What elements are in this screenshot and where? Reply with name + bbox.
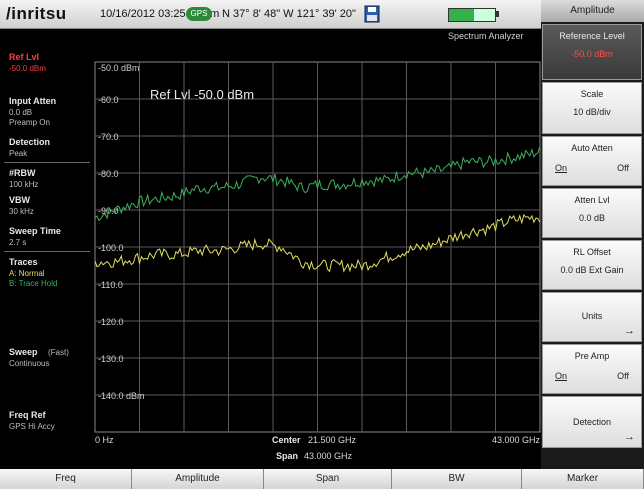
traces-label: Traces [9,257,38,267]
divider [4,162,90,163]
center-value: 21.500 GHz [308,435,357,445]
divider [4,251,90,252]
y-tick-label: -110.0 [98,280,123,290]
detection-value: Peak [9,149,28,158]
arrow-right-icon: → [624,431,635,443]
battery-icon [448,8,496,22]
sweep-label: Sweep [9,347,38,357]
arrow-right-icon: → [624,325,635,337]
bottom-menu: Freq Amplitude Span BW Marker [0,469,644,489]
key-label: Atten Lvl [574,195,610,205]
tab-span[interactable]: Span [264,469,392,489]
key-label: Pre Amp [574,351,610,361]
off-option: Off [617,163,629,173]
reference-level-key[interactable]: Reference Level -50.0 dBm [542,24,642,80]
span-label: Span [276,451,298,461]
y-tick-label: -70.0 [98,132,119,142]
sweep-mode: (Fast) [48,348,69,357]
key-value: -50.0 dBm [571,49,613,59]
center-label: Center [272,435,301,445]
key-label: Auto Atten [571,143,613,153]
tab-freq[interactable]: Freq [0,469,132,489]
brand-logo: /inritsu [6,4,67,23]
preamp-value: Preamp On [9,118,50,127]
detection-key[interactable]: Detection → [542,396,642,448]
key-value: 0.0 dB Ext Gain [560,265,624,275]
key-label: Reference Level [559,31,625,41]
key-label: Scale [580,89,604,99]
menu-title: Amplitude [541,0,644,22]
on-option: On [555,163,568,173]
off-option: Off [617,371,629,381]
trace-a-status: A: Normal [9,269,45,278]
ref-level-annotation: Ref Lvl -50.0 dBm [150,87,254,102]
sweep-time-value: 2.7 s [9,238,27,247]
gps-icon: GPS [186,7,212,21]
tab-marker[interactable]: Marker [522,469,644,489]
spectrum-graph: -50.0 dBm-60.0-70.0-80.0-90.0-100.0-110.… [94,61,541,461]
trace-b-status: B: Trace Hold [9,279,58,288]
vbw-label: VBW [9,195,30,205]
y-tick-label: -140.0 dBm [98,391,145,401]
ref-lvl-label: Ref Lvl [9,52,40,62]
key-value: 10 dB/div [573,107,611,117]
gps-coordinates: N 37° 8' 48" W 121° 39' 20" [222,8,356,20]
tab-bw[interactable]: BW [392,469,522,489]
x-end-label: 43.000 GHz [492,435,541,445]
y-tick-label: -120.0 [98,317,124,327]
trace-lines [94,145,541,273]
y-tick-label: -100.0 [98,243,124,253]
key-value: 0.0 dB [578,213,606,223]
input-atten-value: 0.0 dB [9,108,33,117]
mode-label: Spectrum Analyzer [448,31,524,41]
y-tick-label: -60.0 [98,95,119,105]
units-key[interactable]: Units → [542,292,642,342]
freq-ref-value: GPS Hi Accy [9,422,55,431]
y-tick-label: -80.0 [98,169,119,179]
atten-lvl-key[interactable]: Atten Lvl 0.0 dB [542,188,642,238]
status-bar: /inritsu 10/16/2012 03:25:29 pm GPS N 37… [0,0,541,29]
y-tick-label: -50.0 dBm [98,63,140,73]
input-atten-label: Input Atten [9,96,57,106]
pre-amp-key[interactable]: Pre Amp On Off [542,344,642,394]
key-label: Detection [572,417,612,427]
span-value: 43.000 GHz [304,451,353,461]
scale-key[interactable]: Scale 10 dB/div [542,82,642,134]
y-tick-label: -130.0 [98,354,124,364]
ref-lvl-value: -50.0 dBm [9,64,46,73]
freq-ref-label: Freq Ref [9,410,46,420]
rl-offset-key[interactable]: RL Offset 0.0 dB Ext Gain [542,240,642,290]
key-label: Units [581,311,603,321]
rbw-value: 100 kHz [9,180,39,189]
key-label: RL Offset [573,247,611,257]
trace-a-line [94,213,541,273]
vbw-value: 30 kHz [9,207,34,216]
on-option: On [555,371,568,381]
detection-label: Detection [9,137,51,147]
x-start-label: 0 Hz [95,435,114,445]
settings-panel: Ref Lvl -50.0 dBm Input Atten 0.0 dB Pre… [0,29,92,469]
sweep-time-label: Sweep Time [9,226,61,236]
battery-fill [449,9,475,21]
sweep-value: Continuous [9,359,50,368]
rbw-label: #RBW [9,168,36,178]
grid-lines [94,61,541,433]
auto-atten-key[interactable]: Auto Atten On Off [542,136,642,186]
tab-amplitude[interactable]: Amplitude [132,469,264,489]
save-icon[interactable] [364,5,380,23]
softkey-panel: Amplitude Reference Level -50.0 dBm Scal… [541,0,644,469]
battery-tip [496,11,499,17]
trace-b-line [94,145,541,222]
